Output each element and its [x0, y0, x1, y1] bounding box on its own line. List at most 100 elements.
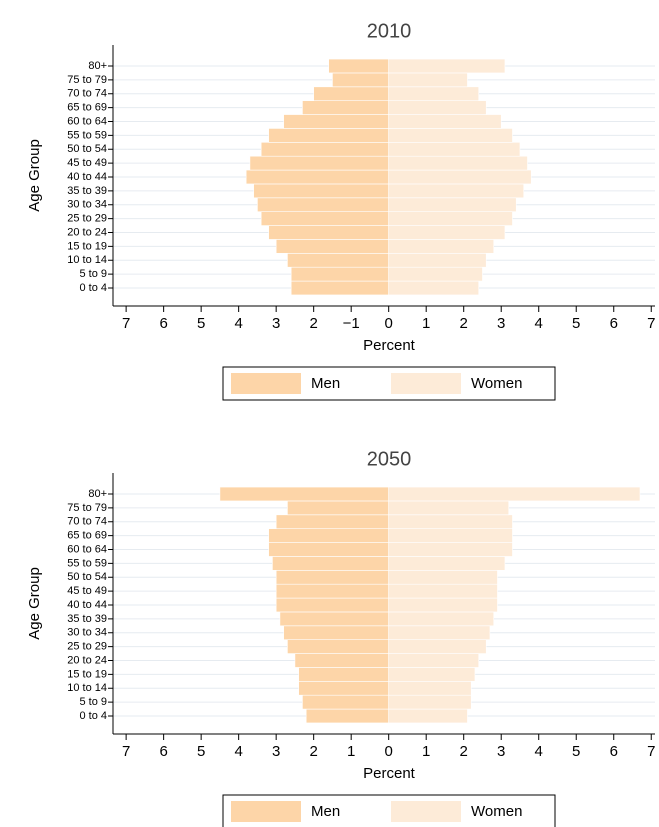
y-tick-label: 55 to 59 — [67, 129, 107, 141]
y-tick-label: 5 to 9 — [79, 268, 107, 280]
x-tick-label: 6 — [159, 743, 167, 760]
bar — [290, 280, 389, 296]
legend-label: Men — [311, 375, 340, 392]
bar — [279, 611, 389, 627]
bar — [388, 280, 480, 296]
y-tick-label: 60 to 64 — [67, 543, 107, 555]
bar — [388, 694, 472, 710]
bar — [388, 142, 521, 157]
bar — [388, 486, 641, 502]
bar — [388, 570, 498, 585]
y-tick-label: 75 to 79 — [67, 74, 107, 86]
bar — [388, 100, 487, 115]
y-tick-label: 75 to 79 — [67, 502, 107, 514]
bar — [290, 266, 389, 282]
y-tick-label: 30 to 34 — [67, 199, 107, 211]
y-tick-label: 45 to 49 — [67, 157, 107, 169]
x-tick-label: −1 — [343, 315, 360, 332]
y-tick-label: 40 to 44 — [67, 171, 107, 183]
x-tick-label: 1 — [347, 743, 355, 760]
x-tick-label: 4 — [535, 743, 543, 760]
bar — [388, 514, 513, 529]
y-tick-label: 0 to 4 — [79, 710, 107, 722]
bar — [219, 486, 389, 502]
bar — [287, 253, 389, 268]
bar — [283, 114, 389, 129]
bar — [249, 155, 389, 171]
bar — [253, 183, 389, 199]
x-tick-label: 3 — [272, 315, 280, 332]
x-axis-label: Percent — [363, 337, 416, 354]
x-tick-label: 4 — [234, 743, 242, 760]
bar — [388, 225, 506, 240]
legend-swatch — [231, 801, 301, 822]
x-tick-label: 5 — [197, 315, 205, 332]
x-tick-label: 6 — [610, 743, 618, 760]
y-tick-label: 70 to 74 — [67, 516, 107, 528]
x-tick-label: 4 — [535, 315, 543, 332]
x-tick-label: 0 — [385, 743, 393, 760]
bar — [302, 694, 389, 710]
y-tick-label: 25 to 29 — [67, 213, 107, 225]
x-tick-label: 3 — [272, 743, 280, 760]
x-tick-label: 2 — [309, 315, 317, 332]
bar — [388, 667, 476, 682]
bar — [388, 542, 513, 557]
y-tick-label: 65 to 69 — [67, 530, 107, 542]
bar — [388, 556, 506, 571]
y-tick-label: 15 to 19 — [67, 668, 107, 680]
y-tick-label: 50 to 54 — [67, 143, 107, 155]
x-tick-label: 0 — [385, 315, 393, 332]
x-tick-label: 2 — [460, 315, 468, 332]
bar — [388, 114, 502, 129]
y-tick-label: 15 to 19 — [67, 240, 107, 252]
bar — [260, 142, 389, 157]
x-tick-label: 6 — [610, 315, 618, 332]
y-tick-label: 60 to 64 — [67, 115, 107, 127]
bar — [298, 667, 389, 682]
bar — [388, 128, 513, 143]
bar — [388, 625, 491, 640]
bar — [275, 514, 389, 529]
bar — [388, 611, 495, 627]
y-tick-label: 35 to 39 — [67, 613, 107, 625]
bar — [275, 570, 389, 585]
y-tick-label: 40 to 44 — [67, 599, 107, 611]
y-tick-label: 80+ — [88, 488, 107, 500]
legend-label: Women — [471, 803, 522, 820]
bar — [388, 528, 513, 543]
bar — [388, 253, 487, 268]
bar — [283, 625, 389, 640]
bar — [388, 86, 480, 101]
x-tick-label: 4 — [234, 315, 242, 332]
bar — [388, 266, 483, 282]
y-tick-label: 25 to 29 — [67, 641, 107, 653]
bar — [388, 639, 487, 654]
x-tick-label: 2 — [460, 743, 468, 760]
bar — [275, 239, 389, 254]
y-tick-label: 20 to 24 — [67, 654, 107, 666]
x-tick-label: 1 — [422, 315, 430, 332]
bar — [388, 583, 498, 599]
y-tick-label: 5 to 9 — [79, 696, 107, 708]
y-tick-label: 70 to 74 — [67, 88, 107, 100]
bar — [268, 128, 389, 143]
bar — [275, 597, 389, 613]
y-axis-label: Age Group — [26, 139, 43, 212]
y-tick-label: 0 to 4 — [79, 282, 107, 294]
y-tick-label: 65 to 69 — [67, 102, 107, 114]
legend-label: Women — [471, 375, 522, 392]
bar — [302, 100, 389, 115]
bar — [272, 556, 389, 571]
y-tick-label: 55 to 59 — [67, 557, 107, 569]
bar — [388, 72, 468, 88]
x-tick-label: 5 — [197, 743, 205, 760]
x-tick-label: 7 — [122, 743, 130, 760]
bar — [305, 708, 389, 724]
bar — [388, 653, 480, 668]
bar — [275, 583, 389, 599]
x-tick-label: 3 — [497, 315, 505, 332]
bar — [287, 500, 389, 516]
y-tick-label: 20 to 24 — [67, 226, 107, 238]
